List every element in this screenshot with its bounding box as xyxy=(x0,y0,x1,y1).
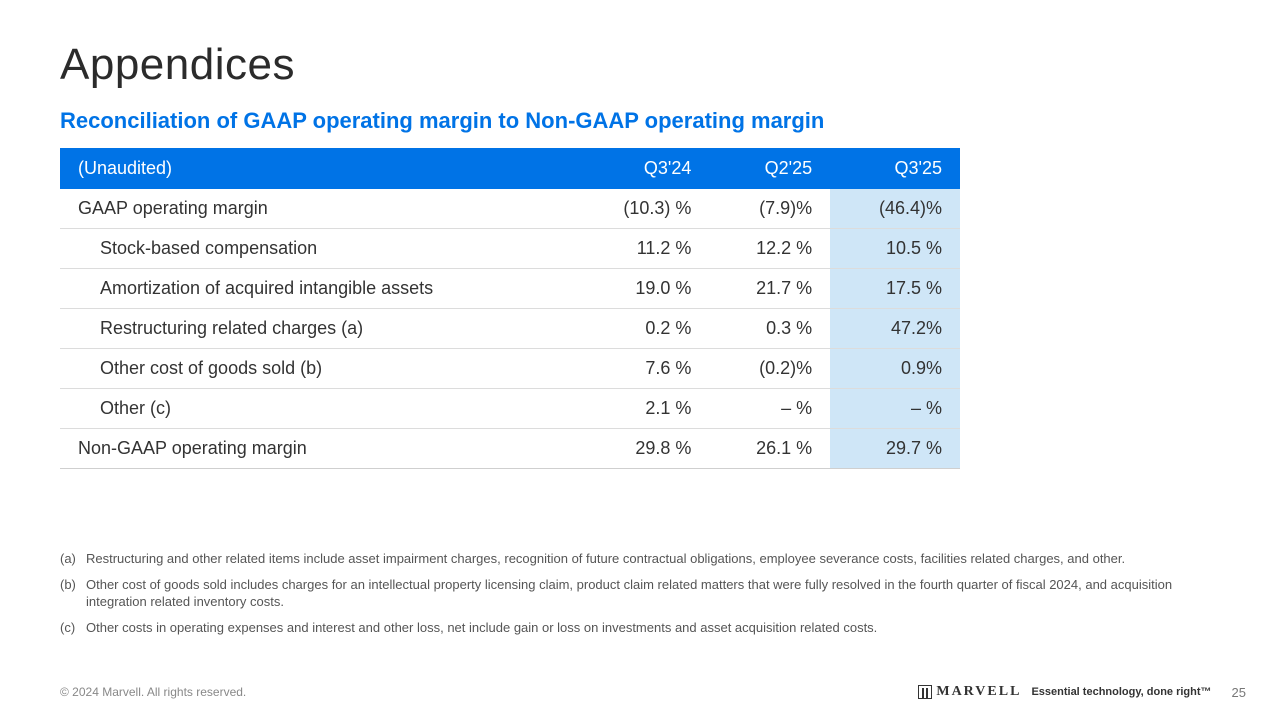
brand-tagline: Essential technology, done right™ xyxy=(1031,686,1211,698)
brand-name: MARVELL xyxy=(936,684,1021,700)
cell-value: (7.9)% xyxy=(709,189,830,229)
cell-value: 0.9% xyxy=(830,349,960,389)
cell-value: 2.1 % xyxy=(573,389,709,429)
copyright: © 2024 Marvell. All rights reserved. xyxy=(60,685,246,699)
reconciliation-table: (Unaudited) Q3'24 Q2'25 Q3'25 GAAP opera… xyxy=(60,148,960,469)
col-q3-25: Q3'25 xyxy=(830,148,960,189)
header-label: (Unaudited) xyxy=(60,148,573,189)
cell-value: (0.2)% xyxy=(709,349,830,389)
footnote-text: Other cost of goods sold includes charge… xyxy=(86,576,1220,611)
row-label: Restructuring related charges (a) xyxy=(60,309,573,349)
row-label: Other (c) xyxy=(60,389,573,429)
cell-value: 19.0 % xyxy=(573,269,709,309)
footer: © 2024 Marvell. All rights reserved. MAR… xyxy=(60,684,1246,700)
cell-value: – % xyxy=(709,389,830,429)
cell-value: 47.2% xyxy=(830,309,960,349)
table-row: Amortization of acquired intangible asse… xyxy=(60,269,960,309)
brand-block: MARVELL Essential technology, done right… xyxy=(918,684,1246,700)
subtitle: Reconciliation of GAAP operating margin … xyxy=(60,108,1220,134)
footnote: (b)Other cost of goods sold includes cha… xyxy=(60,576,1220,611)
cell-value: 10.5 % xyxy=(830,229,960,269)
footnote: (a)Restructuring and other related items… xyxy=(60,550,1220,568)
table-row: Other (c)2.1 %– %– % xyxy=(60,389,960,429)
cell-value: (46.4)% xyxy=(830,189,960,229)
col-q3-24: Q3'24 xyxy=(573,148,709,189)
cell-value: 26.1 % xyxy=(709,429,830,469)
col-q2-25: Q2'25 xyxy=(709,148,830,189)
slide: Appendices Reconciliation of GAAP operat… xyxy=(0,0,1280,720)
cell-value: 29.7 % xyxy=(830,429,960,469)
cell-value: 0.3 % xyxy=(709,309,830,349)
footnote-tag: (c) xyxy=(60,619,86,637)
table-row: Other cost of goods sold (b)7.6 %(0.2)%0… xyxy=(60,349,960,389)
cell-value: 29.8 % xyxy=(573,429,709,469)
footnotes: (a)Restructuring and other related items… xyxy=(60,550,1220,644)
table-row: Stock-based compensation11.2 %12.2 %10.5… xyxy=(60,229,960,269)
cell-value: 11.2 % xyxy=(573,229,709,269)
table-row: GAAP operating margin(10.3) %(7.9)%(46.4… xyxy=(60,189,960,229)
cell-value: 0.2 % xyxy=(573,309,709,349)
table-head: (Unaudited) Q3'24 Q2'25 Q3'25 xyxy=(60,148,960,189)
cell-value: 17.5 % xyxy=(830,269,960,309)
footnote: (c)Other costs in operating expenses and… xyxy=(60,619,1220,637)
row-label: GAAP operating margin xyxy=(60,189,573,229)
cell-value: 7.6 % xyxy=(573,349,709,389)
table-body: GAAP operating margin(10.3) %(7.9)%(46.4… xyxy=(60,189,960,469)
row-label: Stock-based compensation xyxy=(60,229,573,269)
footnote-text: Restructuring and other related items in… xyxy=(86,550,1125,568)
table-row: Restructuring related charges (a)0.2 %0.… xyxy=(60,309,960,349)
row-label: Amortization of acquired intangible asse… xyxy=(60,269,573,309)
cell-value: 12.2 % xyxy=(709,229,830,269)
page-title: Appendices xyxy=(60,40,1220,90)
row-label: Non-GAAP operating margin xyxy=(60,429,573,469)
row-label: Other cost of goods sold (b) xyxy=(60,349,573,389)
page-number: 25 xyxy=(1232,685,1246,700)
table-row: Non-GAAP operating margin29.8 %26.1 %29.… xyxy=(60,429,960,469)
footnote-tag: (a) xyxy=(60,550,86,568)
footnote-text: Other costs in operating expenses and in… xyxy=(86,619,877,637)
cell-value: – % xyxy=(830,389,960,429)
brand-logo-icon xyxy=(918,685,932,699)
cell-value: 21.7 % xyxy=(709,269,830,309)
brand-logo: MARVELL xyxy=(918,684,1021,700)
footnote-tag: (b) xyxy=(60,576,86,611)
cell-value: (10.3) % xyxy=(573,189,709,229)
